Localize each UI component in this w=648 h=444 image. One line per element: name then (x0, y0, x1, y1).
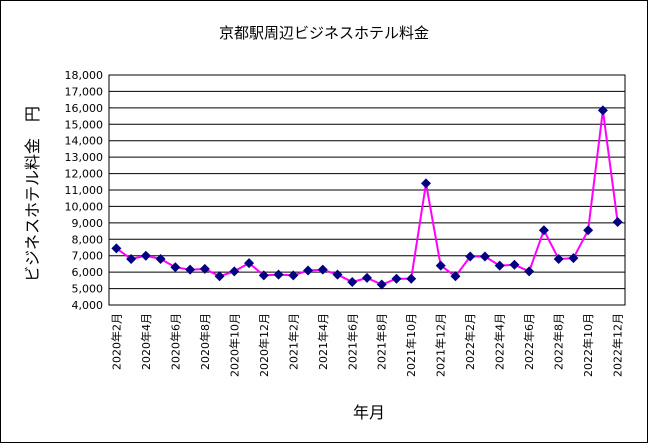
data-point (553, 254, 564, 264)
data-point (214, 271, 225, 282)
x-tick-label: 2021年12月 (434, 313, 448, 377)
y-tick-labels: 4,000 5,000 6,000 7,000 8,000 9,000 10,000 11,0… (65, 69, 104, 312)
y-tick-label: 4,000 (72, 299, 104, 312)
gridlines (109, 74, 625, 306)
data-point (406, 273, 417, 284)
data-point (347, 277, 358, 287)
data-point (185, 264, 196, 275)
y-tick-label: 17,000 (65, 85, 104, 98)
y-tick-label: 8,000 (72, 233, 104, 246)
x-tick-label: 2020年4月 (139, 313, 153, 370)
data-point (612, 217, 623, 228)
x-tick-label: 2020年12月 (257, 313, 271, 377)
data-point (332, 269, 343, 280)
x-tick-label: 2020年8月 (198, 313, 212, 370)
y-tick-label: 10,000 (65, 200, 104, 213)
x-tick-label: 2021年6月 (345, 313, 359, 370)
y-tick-label: 9,000 (72, 217, 104, 230)
data-point (583, 225, 594, 236)
data-point (450, 271, 461, 282)
plot-area (108, 74, 626, 306)
x-tick-label: 2022年6月 (522, 313, 536, 370)
x-tick-label: 2022年2月 (463, 313, 477, 370)
data-point (303, 265, 314, 276)
y-tick-label: 6,000 (72, 266, 104, 279)
y-tick-label: 11,000 (65, 184, 104, 197)
y-tick-label: 15,000 (65, 118, 104, 131)
data-point (524, 266, 535, 277)
y-tick-label: 18,000 (65, 69, 104, 82)
series-line (115, 110, 619, 286)
data-point (597, 105, 608, 116)
y-axis-title: ビジネスホテル料金 円 (23, 106, 42, 282)
x-tick-label: 2022年12月 (611, 313, 625, 377)
data-point (420, 178, 431, 189)
x-tick-label: 2020年10月 (227, 313, 241, 377)
x-tick-label: 2021年10月 (404, 313, 418, 377)
x-tick-labels: 2020年2月 2020年4月 2020年6月 2020年8月 2020年10月 2020… (109, 313, 624, 377)
data-point (258, 270, 269, 281)
data-markers (111, 105, 623, 290)
data-point (170, 262, 181, 273)
x-tick-label: 2022年4月 (493, 313, 507, 370)
data-point (140, 250, 151, 261)
x-tick-label: 2022年8月 (552, 313, 566, 370)
y-tick-label: 7,000 (72, 250, 104, 263)
data-point (568, 253, 579, 264)
data-point (126, 254, 137, 264)
x-tick-label: 2021年8月 (375, 313, 389, 370)
data-point (273, 269, 284, 280)
data-point (479, 251, 490, 262)
data-point (538, 225, 549, 236)
data-point (288, 270, 299, 281)
data-point (465, 251, 476, 262)
data-point (244, 258, 255, 269)
y-tick-label: 16,000 (65, 102, 104, 115)
x-tick-label: 2020年6月 (168, 313, 182, 370)
y-tick-label: 5,000 (72, 283, 104, 296)
y-tick-label: 14,000 (65, 135, 104, 148)
y-tick-label: 13,000 (65, 151, 104, 164)
x-tick-label: 2021年2月 (286, 313, 300, 370)
data-point (317, 264, 328, 275)
x-tick-label: 2021年4月 (316, 313, 330, 370)
y-tick-label: 12,000 (65, 168, 104, 181)
x-tick-label: 2020年2月 (109, 313, 123, 370)
data-point (435, 260, 446, 271)
x-axis-title: 年月 (353, 403, 385, 422)
data-point (111, 243, 122, 254)
data-point (376, 279, 387, 290)
data-point (155, 254, 166, 264)
x-tick-label: 2022年10月 (581, 313, 595, 377)
data-point (199, 263, 210, 274)
data-point (391, 273, 402, 284)
data-point (229, 266, 240, 277)
data-point (362, 272, 372, 283)
data-point (494, 260, 505, 271)
chart-title: 京都駅周辺ビジネスホテル料金 (219, 24, 429, 42)
data-point (509, 259, 520, 270)
